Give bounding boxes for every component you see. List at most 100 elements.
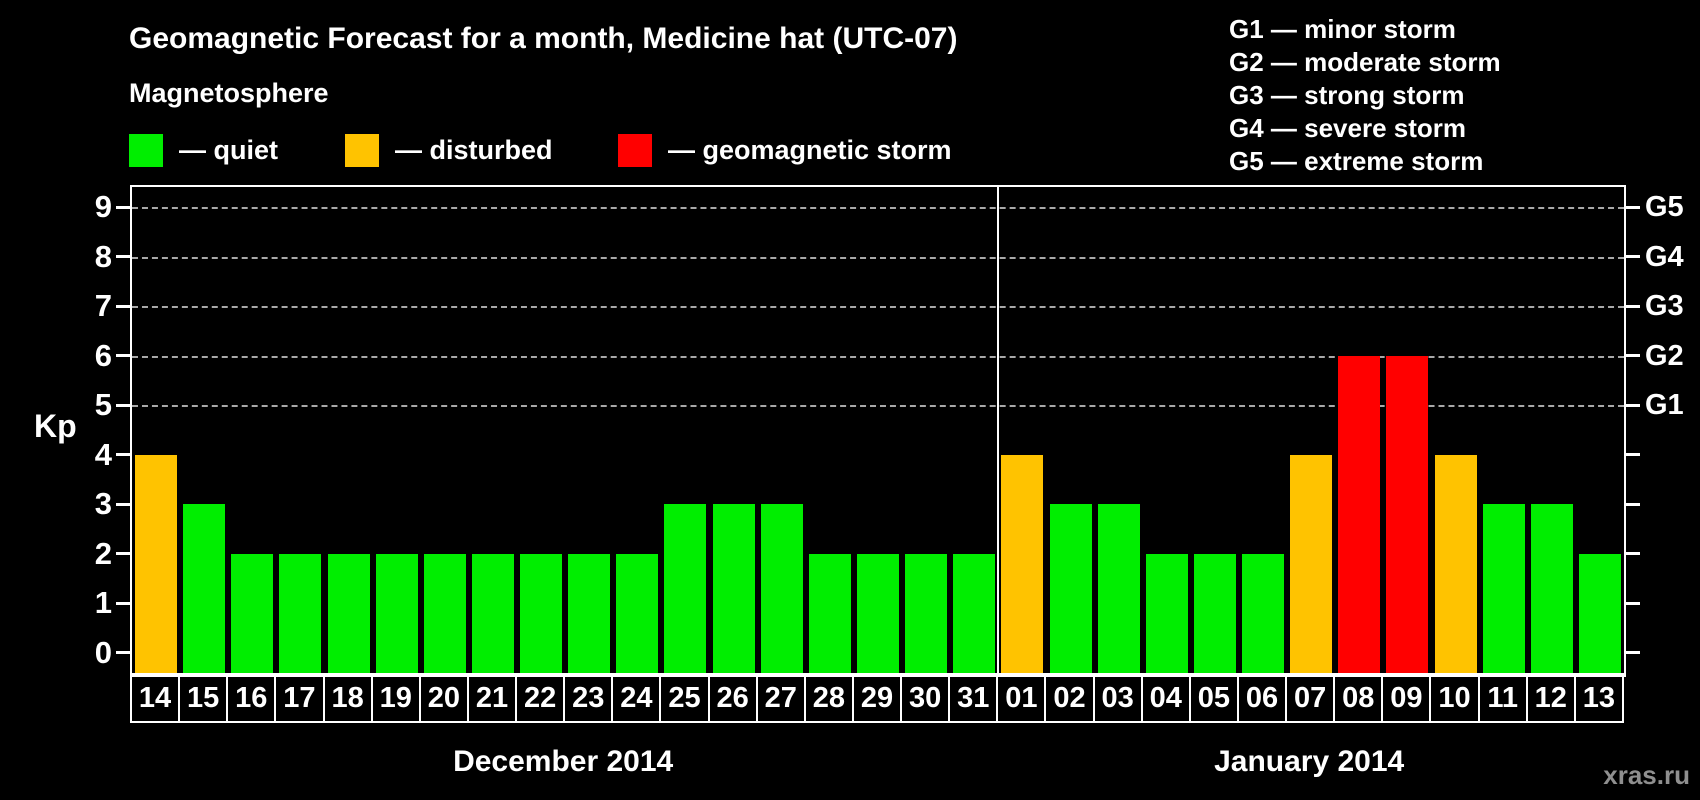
g-tick-2 [1626,552,1640,555]
g-tick-6 [1626,354,1640,357]
kp-bar-december-17 [279,553,322,673]
storm-swatch-icon [618,134,652,167]
g2-legend-line: G2 — moderate storm [1229,47,1501,77]
date-label-31: 31 [948,675,999,723]
g-label-G4: G4 [1645,240,1684,273]
kp-tick-7 [116,304,130,308]
legend-label-storm: — geomagnetic storm [668,135,952,165]
date-label-10: 10 [1429,675,1480,723]
g-tick-8 [1626,255,1640,258]
kp-bar-december-29 [857,553,899,673]
legend-label-quiet: — quiet [179,135,278,165]
kp-tick-1 [116,601,130,605]
kp-tick-2 [116,552,130,555]
date-label-25: 25 [659,675,710,723]
date-label-19: 19 [370,675,421,723]
plot-area [132,187,1624,673]
kp-bar-december-23 [568,553,611,673]
chart-title: Geomagnetic Forecast for a month, Medici… [129,22,958,55]
date-label-12: 12 [1525,675,1576,723]
kp-bar-december-28 [808,553,851,673]
kp-bar-december-19 [375,553,418,673]
kp-bar-january-13 [1578,553,1621,673]
kp-bar-december-15 [183,504,226,673]
kp-bar-january-09 [1386,355,1429,673]
disturbed-swatch-icon [345,134,379,167]
kp-bar-december-30 [905,553,948,673]
kp-bar-january-06 [1242,553,1285,673]
kp-bar-december-27 [760,504,803,673]
kp-bar-january-08 [1338,355,1381,673]
g-tick-1 [1626,601,1640,605]
date-label-02: 02 [1044,675,1095,723]
date-label-09: 09 [1381,675,1432,723]
kp-bar-december-21 [471,553,514,673]
legend-item-disturbed [345,134,379,167]
kp-tick-label-2: 2 [94,535,112,571]
date-label-16: 16 [226,675,277,723]
kp-tick-4 [116,453,130,456]
date-label-06: 06 [1236,675,1288,723]
date-label-22: 22 [515,675,566,723]
date-label-13: 13 [1573,675,1624,723]
kp-tick-9 [116,205,130,209]
kp-bar-december-14 [135,454,178,673]
kp-bar-january-11 [1482,504,1525,673]
g-tick-7 [1626,304,1640,308]
date-label-15: 15 [178,675,229,723]
g-tick-4 [1626,453,1640,456]
watermark: xras.ru [1603,760,1690,790]
date-label-27: 27 [755,675,806,723]
kp-bar-december-24 [616,553,659,673]
kp-bar-december-16 [231,553,274,673]
kp-tick-0 [116,651,130,654]
month-label-december: December 2014 [453,745,674,778]
g-scale-legend: G1 — minor storm G2 — moderate storm G3 … [1229,13,1501,178]
kp-bar-january-10 [1434,454,1477,673]
date-label-17: 17 [274,675,325,723]
kp-tick-label-9: 9 [94,189,112,224]
date-axis: 14 15 16 17 18 19 20 21 22 23 24 25 26 27 28 29 30 31 01 02… [130,675,1626,723]
date-label-28: 28 [803,675,854,723]
date-label-30: 30 [900,675,951,723]
kp-bar-january-01 [1001,454,1044,673]
month-separator-line [997,187,1000,673]
g-tick-9 [1626,205,1640,209]
quiet-swatch-icon [129,134,163,167]
date-label-21: 21 [466,675,518,723]
kp-bar-december-20 [423,553,466,673]
right-axis-line [1624,185,1626,677]
kp-bar-january-07 [1290,454,1333,673]
kp-bar-december-18 [327,553,370,673]
kp-bar-january-12 [1530,504,1573,673]
g-tick-5 [1626,403,1640,407]
g5-legend-line: G5 — extreme storm [1229,146,1484,176]
kp-tick-label-4: 4 [94,436,112,472]
legend-label-disturbed: — disturbed [395,135,553,165]
kp-axis-title: Kp [34,408,77,444]
g-label-G3: G3 [1645,290,1684,322]
legend-item-storm [618,134,652,167]
g3-legend-line: G3 — strong storm [1229,80,1465,110]
gridline-kp8 [132,256,1624,259]
g1-legend-line: G1 — minor storm [1229,14,1456,44]
month-label-january: January 2014 [1214,745,1405,778]
date-label-20: 20 [418,675,469,723]
kp-tick-8 [116,255,130,258]
top-axis-line [130,185,1626,187]
kp-tick-label-1: 1 [94,585,112,620]
kp-bar-january-02 [1049,504,1092,673]
date-label-11: 11 [1477,675,1528,723]
gridline-kp5 [132,405,1624,407]
date-label-08: 08 [1333,675,1384,723]
bottom-axis-line [130,673,1626,675]
g-label-G1: G1 [1645,389,1684,421]
g4-legend-line: G4 — severe storm [1229,113,1467,143]
kp-bar-december-25 [664,504,707,673]
kp-tick-label-3: 3 [94,486,112,521]
date-label-26: 26 [707,675,758,723]
date-label-05: 05 [1188,675,1239,723]
kp-tick-6 [116,354,130,357]
date-label-03: 03 [1092,675,1143,723]
